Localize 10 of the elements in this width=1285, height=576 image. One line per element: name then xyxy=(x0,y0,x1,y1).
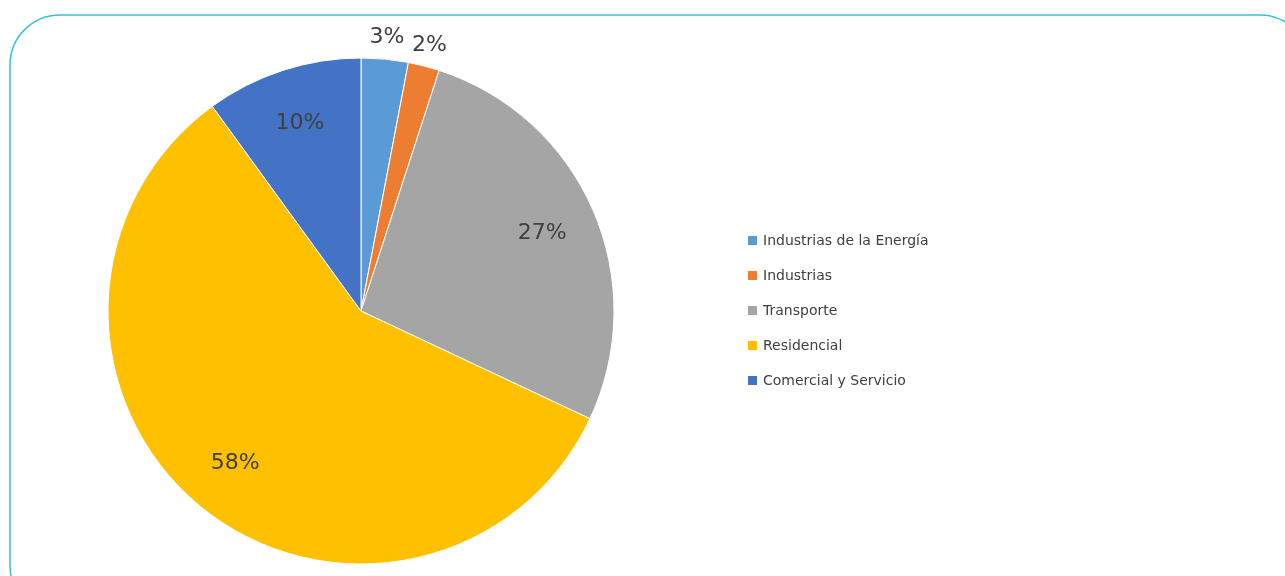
legend-label: Transporte xyxy=(762,302,838,318)
legend-label: Industrias xyxy=(763,267,833,283)
data-label: 2% xyxy=(411,30,447,56)
legend-label: Industrias de la Energía xyxy=(763,232,929,248)
data-label: 3% xyxy=(369,23,405,49)
data-label: 27% xyxy=(517,218,567,244)
data-label: 58% xyxy=(210,449,260,475)
data-label: 10% xyxy=(275,109,325,135)
legend-label: Comercial y Servicio xyxy=(763,372,906,388)
legend-label: Residencial xyxy=(763,337,843,353)
